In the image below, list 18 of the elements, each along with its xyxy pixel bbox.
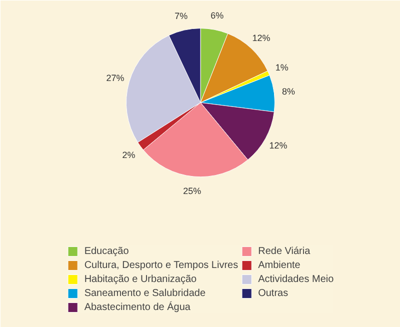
data-label: 6% — [210, 10, 224, 20]
data-label: 2% — [122, 150, 136, 160]
legend-label: Educação — [84, 245, 129, 257]
legend-label: Actividades Meio — [258, 273, 334, 285]
data-label: 27% — [106, 72, 124, 83]
data-label: 8% — [282, 86, 296, 96]
data-label: 12% — [252, 32, 270, 43]
legend-label: Outras — [258, 287, 288, 299]
data-label: 12% — [269, 140, 288, 150]
data-label: 1% — [275, 62, 288, 72]
legend-label: Rede Viária — [258, 245, 310, 257]
legend-label: Abastecimento de Água — [84, 301, 190, 313]
legend-label: Ambiente — [258, 259, 300, 271]
legend-label: Cultura, Desporto e Tempos Livres — [84, 259, 238, 271]
legend-label: Saneamento e Salubridade — [84, 287, 206, 299]
data-label: 25% — [183, 186, 202, 196]
data-label: 7% — [174, 10, 188, 21]
legend-label: Habitação e Urbanização — [84, 273, 197, 285]
